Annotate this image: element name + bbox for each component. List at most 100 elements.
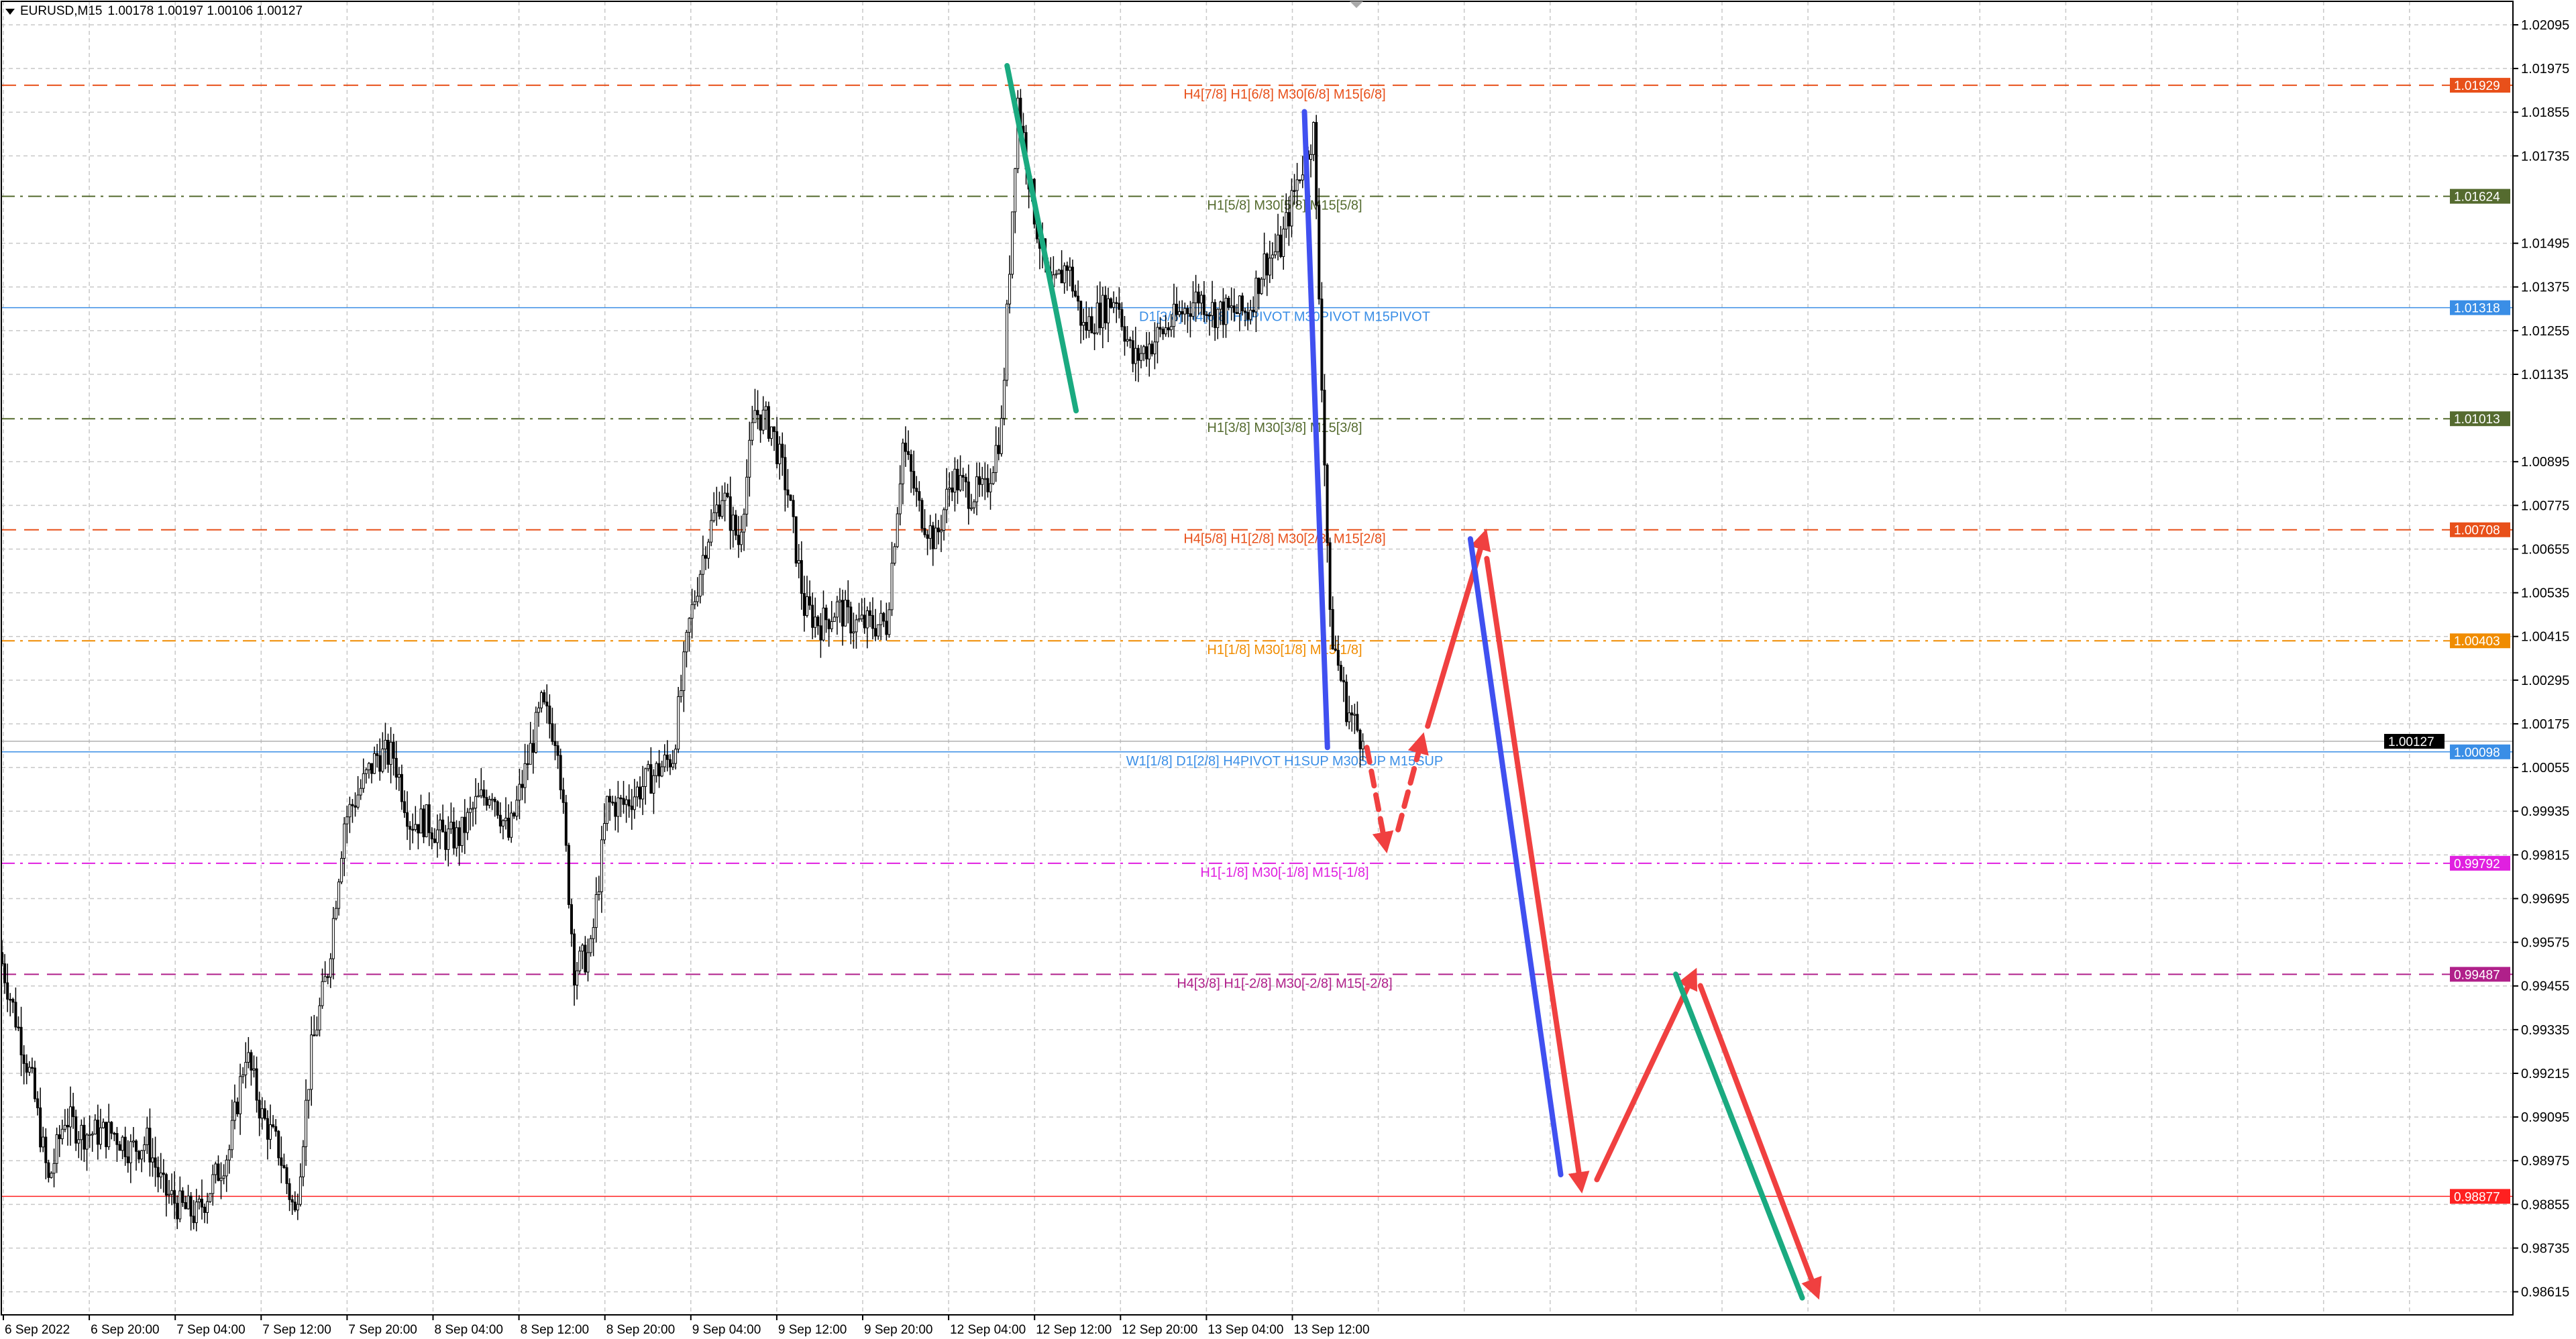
candle-bear [110, 1122, 113, 1134]
candle-bull [677, 696, 680, 750]
arrow-dashed-red[interactable] [1364, 745, 1394, 854]
candle-bull [1014, 168, 1017, 213]
candle-bull [260, 1108, 264, 1119]
candle-bull [682, 651, 686, 691]
time-axis[interactable]: 6 Sep 2022 6 Sep 20:00 7 Sep 04:00 7 Sep 12… [3, 1315, 1370, 1337]
candle-bull [688, 618, 691, 633]
candle-bear [1331, 609, 1334, 649]
dropdown-triangle-icon[interactable] [5, 8, 15, 15]
candle-bear [1208, 315, 1212, 317]
candle-bear [559, 755, 562, 790]
scroll-marker-icon[interactable] [1350, 1, 1363, 8]
candle-bull [975, 476, 979, 502]
candle-bull [852, 631, 855, 634]
candle-bear [841, 600, 845, 627]
candle-bull [337, 881, 341, 909]
candle-bull [896, 513, 899, 547]
y-tick-label: 1.00415 [2521, 630, 2569, 645]
candle-bear [915, 488, 918, 492]
y-tick-label: 1.00775 [2521, 498, 2569, 513]
candle-bull [1312, 121, 1316, 155]
candle-bear [463, 816, 466, 833]
candle-bear [849, 606, 853, 634]
candle-bull [797, 560, 800, 564]
candle-bull [822, 607, 825, 641]
candle-bear [1246, 312, 1250, 320]
candle-bear [1120, 309, 1124, 327]
candle-bull [761, 409, 765, 431]
candle-bear [394, 757, 398, 778]
candle-bear [354, 805, 357, 808]
candle-bear [584, 945, 587, 973]
candle-bear [1350, 712, 1354, 716]
candle-bear [553, 741, 557, 747]
candle-bear [619, 797, 623, 800]
candle-bear [847, 600, 850, 608]
candle-bull [720, 500, 724, 517]
candle-bear [282, 1165, 286, 1169]
arrow-red-up[interactable] [1594, 967, 1698, 1183]
arrow-red-down[interactable] [1484, 555, 1590, 1194]
candle-bear [1265, 253, 1269, 276]
candle-bull [663, 754, 666, 767]
price-tag [2450, 744, 2510, 759]
candle-bear [189, 1195, 193, 1217]
grid [1, 1, 2513, 1315]
candle-bull [701, 555, 704, 575]
candle-bear [14, 1002, 17, 1028]
candle-bull [334, 908, 337, 919]
candle-bull [723, 492, 727, 501]
candle-bull [318, 1005, 321, 1030]
y-tick-label: 0.99095 [2521, 1110, 2569, 1125]
candle-bear [433, 839, 436, 843]
candle-bear [1085, 321, 1088, 331]
candle-bull [55, 1134, 58, 1164]
x-tick-label: 12 Sep 04:00 [950, 1323, 1026, 1337]
candle-bear [931, 525, 934, 549]
candle-bull [310, 1034, 313, 1090]
candle-bear [386, 739, 390, 765]
candle-bull [195, 1201, 198, 1224]
candle-bull [751, 422, 754, 441]
candle-bear [1131, 340, 1134, 364]
trendline-green[interactable] [1004, 62, 1079, 414]
candle-bull [1082, 321, 1085, 326]
candle-bull [764, 406, 767, 411]
price-tag-label: 1.01318 [2454, 302, 2500, 316]
price-axis[interactable]: 1.02095 1.01975 1.01855 1.01735 1.01495 1.013… [2513, 18, 2569, 1300]
candle-bear [1175, 303, 1179, 315]
candle-bear [548, 705, 551, 725]
drawings[interactable] [1004, 62, 1822, 1301]
candle-bear [272, 1124, 275, 1127]
candle-bull [1142, 346, 1146, 354]
candle-bull [490, 798, 494, 801]
candle-bear [951, 487, 954, 493]
candle-bull [301, 1146, 305, 1177]
chart-title: EURUSD,M15 1.00178 1.00197 1.00106 1.001… [5, 4, 303, 19]
candle-bull [1277, 234, 1280, 252]
level-label: H1[-1/8] M30[-1/8] M15[-1/8] [1200, 865, 1368, 880]
candle-bull [42, 1136, 45, 1148]
candle-bull [616, 797, 620, 817]
candle-bull [1301, 174, 1304, 180]
symbol-label: EURUSD,M15 [20, 4, 103, 18]
candle-bull [635, 786, 639, 798]
arrow-dashed-red[interactable] [1395, 732, 1429, 833]
candle-bear [1205, 314, 1208, 316]
price-tag-label: 1.00098 [2454, 746, 2500, 760]
candle-bear [912, 471, 916, 489]
candle-bull [143, 1144, 146, 1151]
arrow-red-down[interactable] [1697, 983, 1822, 1300]
candle-bull [296, 1203, 299, 1211]
candle-bull [425, 804, 428, 837]
candle-bull [879, 612, 883, 625]
trendline-green[interactable] [1672, 971, 1805, 1301]
candle-bull [323, 976, 327, 982]
candle-bull [710, 520, 713, 543]
candle-bull [685, 632, 688, 653]
trendline-blue[interactable] [1467, 536, 1564, 1178]
trendline-blue[interactable] [1301, 109, 1330, 751]
candle-bull [625, 799, 628, 805]
candle-bear [639, 786, 642, 800]
